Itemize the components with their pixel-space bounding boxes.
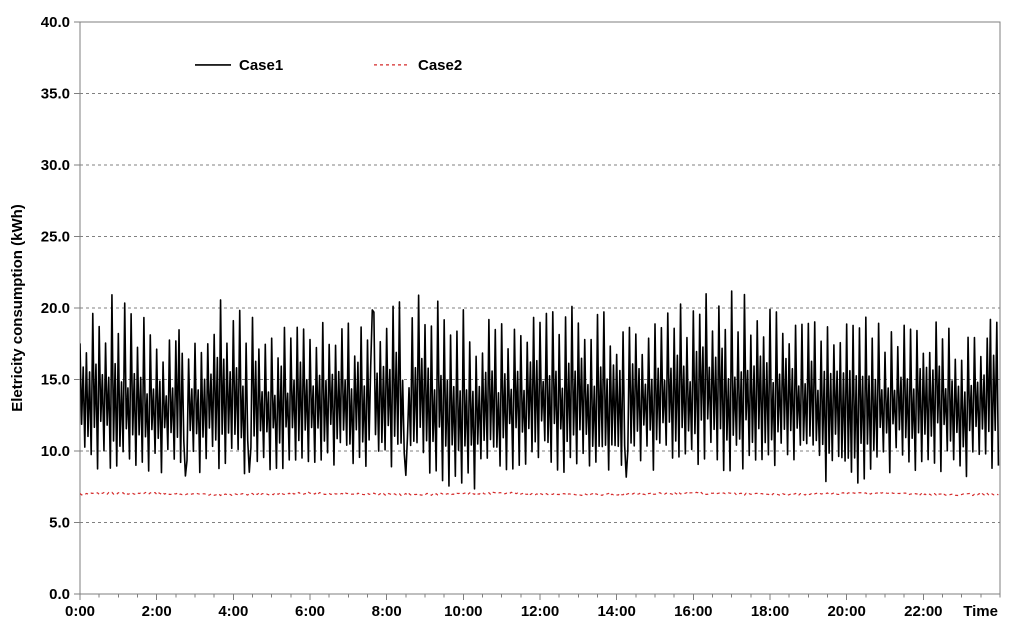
x-tick-label: 0:00 <box>65 603 95 620</box>
x-tick-label: 4:00 <box>218 603 248 620</box>
y-tick-label: 30.0 <box>41 157 70 174</box>
legend-label: Case2 <box>418 57 462 74</box>
legend-label: Case1 <box>239 57 283 74</box>
y-tick-label: 0.0 <box>49 586 70 603</box>
x-axis-label: Time <box>963 603 998 620</box>
chart-container: 0.0 5.0 10.0 15.0 20.0 25.0 30.0 35.0 40.0 0:00 2:… <box>0 0 1022 641</box>
y-tick-label: 35.0 <box>41 86 70 103</box>
x-tick-label: 22:00 <box>904 603 942 620</box>
y-tick-label: 25.0 <box>41 229 70 246</box>
x-tick-label: 16:00 <box>674 603 712 620</box>
x-tick-label: 14:00 <box>597 603 635 620</box>
y-tick-label: 10.0 <box>41 443 70 460</box>
y-axis-label: Eletricity consumption (kWh) <box>9 204 26 412</box>
x-tick-label: 10:00 <box>444 603 482 620</box>
y-tick-label: 5.0 <box>49 515 70 532</box>
x-tick-label: 8:00 <box>372 603 402 620</box>
x-tick-label: 12:00 <box>521 603 559 620</box>
y-tick-label: 15.0 <box>41 372 70 389</box>
x-tick-label: 18:00 <box>751 603 789 620</box>
electricity-consumption-chart: 0.0 5.0 10.0 15.0 20.0 25.0 30.0 35.0 40.0 0:00 2:… <box>0 0 1022 641</box>
y-tick-label: 40.0 <box>41 14 70 31</box>
x-tick-label: 20:00 <box>827 603 865 620</box>
x-tick-label: 6:00 <box>295 603 325 620</box>
x-tick-label: 2:00 <box>142 603 172 620</box>
y-tick-label: 20.0 <box>41 300 70 317</box>
